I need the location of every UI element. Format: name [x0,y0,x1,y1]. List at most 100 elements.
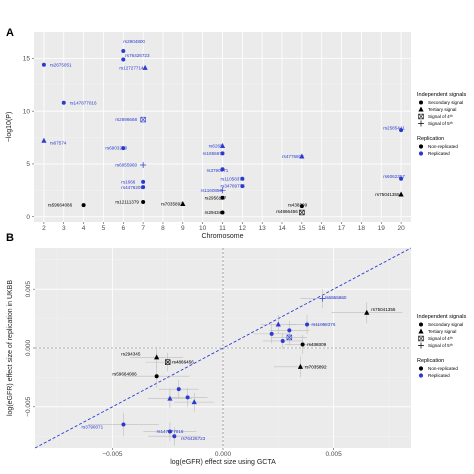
legend-key-secondary [419,100,423,105]
data-point-box [299,209,305,216]
legend-key-signal4-cross [418,335,424,342]
point-label: rs6062357 [383,174,405,179]
data-point [191,399,197,405]
point-label: rs2956127 [205,195,227,200]
y-tick-label: 15 [23,56,31,63]
data-point [121,49,126,53]
legend-key-rep [418,151,424,156]
x-tick-label: 19 [378,225,386,232]
legend-key-rep [418,373,424,378]
x-tick-label: 9 [181,225,185,232]
legend-label-signal5: Signal of 5ᵗʰ [428,343,453,348]
x-tick-label: 2 [42,225,46,232]
legend-key-tertiary [418,328,424,334]
data-point-box [140,116,146,123]
data-point [41,137,47,143]
point-label: rs12727714 [119,65,144,70]
point-label: rs2896668 [115,117,137,122]
data-point [154,354,160,360]
data-point [269,331,274,336]
legend-label-tertiary: Tertiary signal [428,329,456,334]
point-label: rs59664086 [112,371,137,376]
legend-title-signals: Independent signals [417,92,466,98]
point-label: rs11058376 [311,322,335,327]
legend-key-signal5 [418,342,424,349]
point-label: rs4866456 [276,209,298,214]
point-label: rs2904800 [123,39,145,44]
manhattan-plot: 2 3 4 5 6 7 8 9 10 11 12 13 14 15 16 17 18 19 20 0 5 10 15 Chro… [6,32,411,240]
x-tick-label: 14 [278,225,286,232]
x-tick-label: 3 [62,225,66,232]
data-point [141,185,146,190]
x-axis-title: Chromosome [201,233,243,240]
x-tick-label: 10 [199,225,207,232]
legend-title-replication: Replication [417,136,444,142]
data-point [280,338,285,343]
data-point [299,209,305,216]
data-point [176,387,181,392]
data-point-cross [299,209,305,216]
data-point [240,176,245,181]
point-label: rs6903280 [105,146,127,151]
legend-label-secondary: Secondary signal [428,322,463,327]
data-point [275,321,281,327]
data-point [121,422,126,427]
data-point [219,187,226,194]
data-point [220,195,225,200]
point-label: rs6955960 [325,295,347,300]
data-point [399,128,404,133]
data-point [220,167,225,172]
point-label: rs3790071 [81,424,103,429]
data-point-cross [286,334,292,341]
data-point [180,201,186,207]
point-label: rs294345 [205,210,225,215]
legend-panel-b: Independent signals Secondary signal Terti… [417,314,466,378]
point-label: rs147877016 [157,429,184,434]
point-label: rs6265 [209,144,223,149]
panel-a-letter: A [6,27,14,39]
legend-key-tertiary [418,106,424,112]
legend-title-replication: Replication [417,358,444,364]
point-label: rs438309 [288,203,308,208]
point-label: rs1666 [121,179,135,184]
y-axis-title: −log10(P) [6,112,13,143]
x-tick-label: 8 [161,225,165,232]
x-tick-label: 4 [82,225,86,232]
x-tick-label: 12 [239,225,247,232]
data-point [81,203,86,208]
y-tick-label: 10 [23,108,31,115]
data-point [399,176,404,181]
legend-label-non: Non-replicated [428,366,458,371]
point-label: rs12111379 [115,200,139,205]
data-point [154,374,159,379]
x-tick-label: 18 [358,225,366,232]
x-tick-label: 17 [338,225,346,232]
legend-label-signal5: Signal of 5ᵗʰ [428,121,453,126]
point-label: rs147877016 [70,100,97,105]
x-tick-label: 0.005 [325,451,342,458]
data-point [172,434,177,439]
legend-key-signal4 [418,113,424,120]
data-point [219,143,226,148]
data-point [287,328,292,333]
legend-key-non [418,144,424,149]
legend-label-signal4: Signal of 4ᵗʰ [428,336,453,341]
data-point [240,184,245,189]
data-point-box [286,334,293,341]
y-tick-label: 0 [26,214,30,221]
legend-panel-a: Independent signals Secondary signal Terti… [417,92,466,156]
legend-key-secondary [419,322,423,327]
point-label: rs7035892 [161,202,183,207]
y-tick-label: 0.005 [25,281,32,298]
legend-label-signal4: Signal of 4ᵗʰ [428,114,453,119]
legend-label-secondary: Secondary signal [428,100,463,105]
point-label: rs34789775 [221,184,246,189]
x-axis-title: log(eGFR) effect size using GCTA [170,459,276,466]
point-label: rs438309 [307,342,327,347]
legend-key-signal4 [418,335,424,342]
point-label: rs3790071 [207,168,229,173]
x-tick-label: 6 [121,225,125,232]
data-point [299,204,304,209]
data-point [140,116,146,123]
